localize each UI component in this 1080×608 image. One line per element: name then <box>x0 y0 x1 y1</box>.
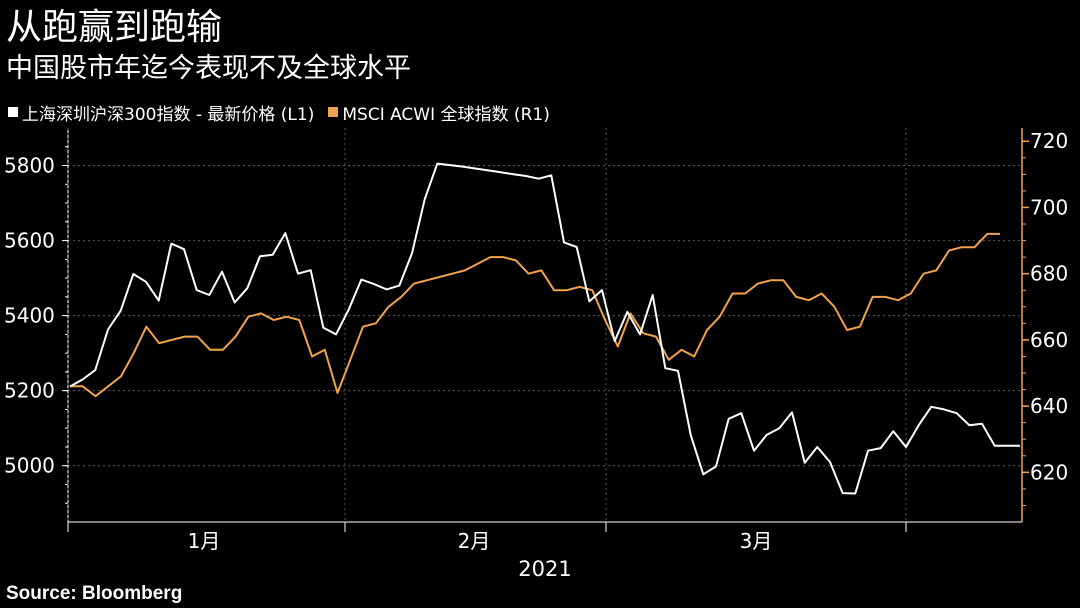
right-axis-tick-label: 700 <box>1030 195 1068 219</box>
series-line-csi300 <box>69 162 1020 495</box>
legend-swatch-r1 <box>328 107 339 117</box>
left-axis-tick-label: 5600 <box>4 229 55 253</box>
legend-item-r1: MSCI ACWI 全球指数 (R1) <box>328 100 550 125</box>
x-axis-tick-label: 2月 <box>458 529 491 553</box>
legend-label-l1: 上海深圳沪深300指数 - 最新价格 (L1) <box>22 104 315 125</box>
x-axis-label: 2021 <box>518 557 571 581</box>
legend-item-l1: 上海深圳沪深300指数 - 最新价格 (L1) <box>8 100 314 125</box>
left-axis-tick-label: 5800 <box>4 154 55 178</box>
legend-label-r1: MSCI ACWI 全球指数 (R1) <box>342 104 550 125</box>
left-axis-tick-label: 5400 <box>4 304 55 328</box>
left-axis-tick-label: 5200 <box>4 379 55 403</box>
right-axis-tick-label: 640 <box>1030 394 1068 418</box>
left-axis-tick-label: 5000 <box>4 454 55 478</box>
source-credit: Source: Bloomberg <box>6 583 183 604</box>
x-axis-tick-label: 1月 <box>188 529 221 553</box>
series-line-msci-acwi <box>70 232 1000 398</box>
legend-swatch-l1 <box>8 107 18 117</box>
x-axis-tick-label: 3月 <box>740 529 773 553</box>
legend: 上海深圳沪深300指数 - 最新价格 (L1) MSCI ACWI 全球指数 (… <box>8 100 564 125</box>
chart-subtitle: 中国股市年迄今表现不及全球水平 <box>6 53 411 84</box>
right-axis-tick-label: 620 <box>1030 460 1068 484</box>
chart-title: 从跑赢到跑输 <box>6 7 223 48</box>
right-axis-tick-label: 720 <box>1030 129 1068 153</box>
right-axis-tick-label: 680 <box>1030 262 1068 286</box>
right-axis-tick-label: 660 <box>1030 328 1068 352</box>
